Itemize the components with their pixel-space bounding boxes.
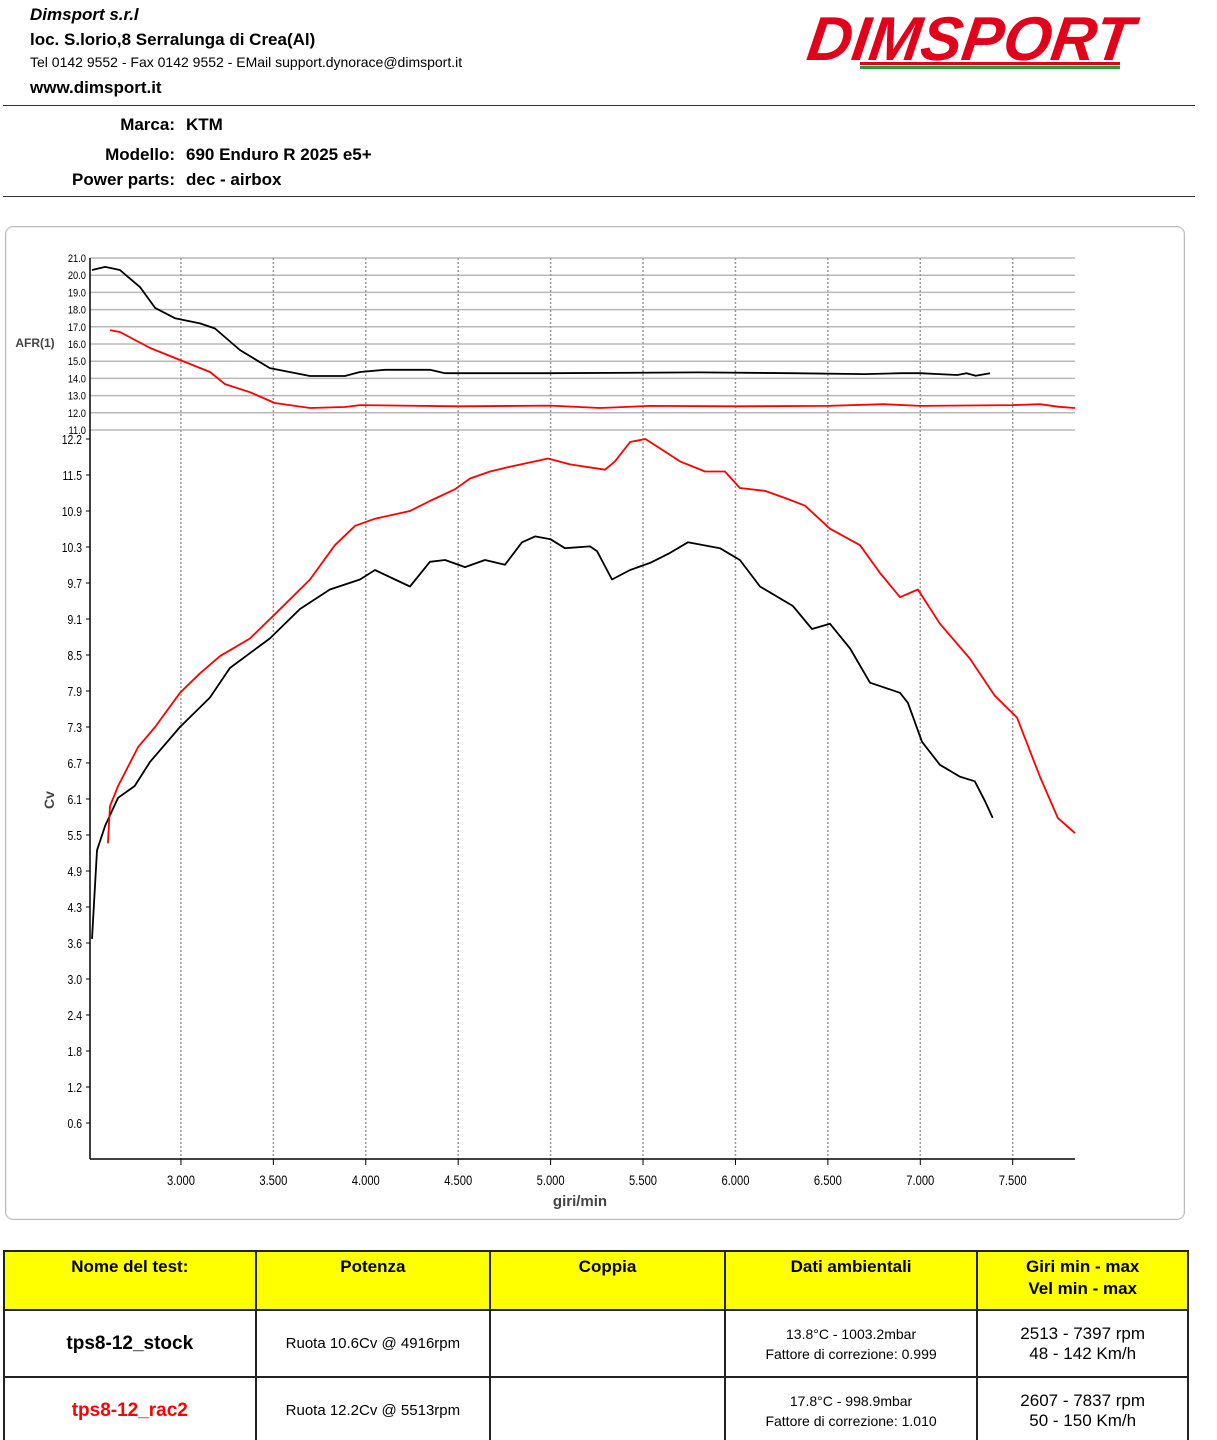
header-range: Giri min - max Vel min - max xyxy=(976,1250,1189,1311)
power-tick-label: 7.9 xyxy=(68,685,82,699)
power-tick-label: 2.4 xyxy=(68,1009,83,1023)
table-row: tps8-12_stock Ruota 10.6Cv @ 4916rpm 13.… xyxy=(3,1309,1189,1378)
header-environment: Dati ambientali xyxy=(723,1250,979,1311)
env-conditions: 17.8°C - 998.9mbar xyxy=(789,1392,913,1409)
power-tick-label: 3.0 xyxy=(68,973,83,987)
correction-factor: Fattore di correzione: 1.010 xyxy=(765,1412,937,1429)
afr-axis-label: AFR(1) xyxy=(15,336,54,350)
parts-value: dec - airbox xyxy=(186,170,282,189)
power-axis-label: Cv xyxy=(41,791,57,809)
correction-factor: Fattore di correzione: 0.999 xyxy=(765,1345,937,1362)
power-tick-label: 11.5 xyxy=(63,469,83,483)
company-website[interactable]: www.dimsport.it xyxy=(30,78,162,97)
afr-tick-label: 21.0 xyxy=(68,253,86,265)
x-tick-label: 3.000 xyxy=(167,1173,195,1188)
test-name: tps8-12_rac2 xyxy=(3,1376,257,1440)
table-row: tps8-12_rac2 Ruota 12.2Cv @ 5513rpm 17.8… xyxy=(3,1376,1189,1440)
power-tick-label: 6.7 xyxy=(68,757,82,771)
x-tick-label: 5.500 xyxy=(629,1173,657,1188)
power-value: Ruota 10.6Cv @ 4916rpm xyxy=(254,1309,492,1378)
power-line-tps8-12_stock xyxy=(91,535,994,939)
afr-tick-label: 11.0 xyxy=(69,425,87,437)
environment-data: 17.8°C - 998.9mbar Fattore di correzione:… xyxy=(723,1376,979,1440)
model-value: 690 Enduro R 2025 e5+ xyxy=(186,145,372,164)
afr-line-tps8-12_rac2 xyxy=(109,329,1076,409)
x-tick-label: 4.500 xyxy=(444,1173,472,1188)
rpm-range: 2513 - 7397 rpm xyxy=(1020,1323,1146,1343)
power-tick-label: 5.5 xyxy=(68,829,83,843)
company-contact: Tel 0142 9552 - Fax 0142 9552 - EMail su… xyxy=(30,54,463,70)
afr-tick-label: 20.0 xyxy=(68,271,86,283)
environment-data: 13.8°C - 1003.2mbar Fattore di correzione… xyxy=(723,1309,979,1378)
afr-tick-label: 18.0 xyxy=(68,305,86,317)
power-tick-label: 4.3 xyxy=(68,901,83,915)
x-tick-label: 6.000 xyxy=(721,1173,749,1188)
power-tick-label: 0.6 xyxy=(68,1117,83,1131)
test-name: tps8-12_stock xyxy=(3,1309,257,1378)
divider xyxy=(3,196,1195,197)
x-tick-label: 7.000 xyxy=(906,1173,934,1188)
brand-label: Marca: xyxy=(120,115,175,134)
power-tick-label: 10.9 xyxy=(62,505,82,519)
torque-value xyxy=(489,1309,726,1378)
dyno-chart: 11.0 12.0 13.0 14.0 15.0 16.0 17.0 18.0 19.0 20.0… xyxy=(15,253,1076,1210)
power-tick-label: 1.2 xyxy=(68,1081,82,1095)
x-tick-label: 6.500 xyxy=(814,1173,842,1188)
model-label: Modello: xyxy=(105,145,175,164)
power-value: Ruota 12.2Cv @ 5513rpm xyxy=(254,1376,492,1440)
chart-frame xyxy=(5,226,1185,1220)
afr-tick-label: 19.0 xyxy=(68,288,86,300)
range-data: 2607 - 7837 rpm 50 - 150 Km/h xyxy=(976,1376,1189,1440)
x-axis-label: giri/min xyxy=(553,1193,607,1210)
rpm-range: 2607 - 7837 rpm xyxy=(1020,1390,1146,1410)
results-table: Nome del test: Potenza Coppia Dati ambie… xyxy=(3,1250,1189,1440)
x-tick-label: 7.500 xyxy=(999,1173,1027,1188)
x-tick-label: 3.500 xyxy=(259,1173,287,1188)
svg-text:DIMSPORT: DIMSPORT xyxy=(805,5,1143,73)
company-address: loc. S.lorio,8 Serralunga di Crea(Al) xyxy=(30,30,316,49)
afr-tick-label: 16.0 xyxy=(68,339,86,351)
speed-range: 48 - 142 Km/h xyxy=(1029,1343,1137,1363)
x-tick-label: 4.000 xyxy=(352,1173,380,1188)
dimsport-logo: DIMSPORT xyxy=(805,5,1143,73)
speed-range: 50 - 150 Km/h xyxy=(1029,1410,1137,1430)
afr-line-tps8-12_stock xyxy=(91,265,991,377)
power-tick-label: 1.8 xyxy=(68,1045,83,1059)
x-tick-label: 5.000 xyxy=(537,1173,565,1188)
power-tick-label: 3.6 xyxy=(68,937,83,951)
range-data: 2513 - 7397 rpm 48 - 142 Km/h xyxy=(976,1309,1189,1378)
header-speed-range: Vel min - max xyxy=(1028,1279,1138,1298)
env-conditions: 13.8°C - 1003.2mbar xyxy=(786,1325,917,1342)
brand-value: KTM xyxy=(186,115,223,134)
divider xyxy=(3,105,1195,106)
power-tick-label: 6.1 xyxy=(68,793,82,807)
power-tick-label: 10.3 xyxy=(62,541,83,555)
power-tick-label: 9.1 xyxy=(68,613,82,627)
header-power: Potenza xyxy=(254,1250,492,1311)
afr-tick-label: 15.0 xyxy=(68,357,86,369)
afr-tick-label: 17.0 xyxy=(68,322,86,334)
power-line-tps8-12_rac2 xyxy=(107,438,1076,844)
header-rpm-range: Giri min - max xyxy=(1025,1257,1140,1276)
power-tick-label: 12.2 xyxy=(62,433,82,447)
power-tick-label: 7.3 xyxy=(68,721,83,735)
power-tick-label: 8.5 xyxy=(68,649,83,663)
parts-label: Power parts: xyxy=(72,170,175,189)
afr-tick-label: 13.0 xyxy=(68,391,86,403)
header-test-name: Nome del test: xyxy=(3,1250,257,1311)
power-tick-label: 4.9 xyxy=(68,865,82,879)
company-name: Dimsport s.r.l xyxy=(30,5,139,24)
header-torque: Coppia xyxy=(489,1250,726,1311)
power-tick-label: 9.7 xyxy=(68,577,82,591)
table-header-row: Nome del test: Potenza Coppia Dati ambie… xyxy=(3,1250,1189,1311)
afr-tick-label: 14.0 xyxy=(68,374,86,386)
torque-value xyxy=(489,1376,726,1440)
afr-tick-label: 12.0 xyxy=(68,408,86,420)
